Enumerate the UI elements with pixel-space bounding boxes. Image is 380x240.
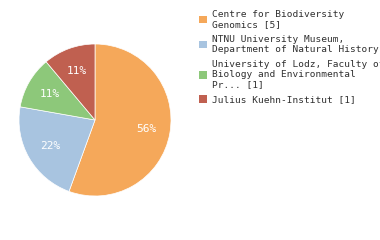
Wedge shape	[19, 107, 95, 192]
Text: 11%: 11%	[40, 89, 60, 99]
Text: 11%: 11%	[67, 66, 87, 76]
Wedge shape	[69, 44, 171, 196]
Legend: Centre for Biodiversity
Genomics [5], NTNU University Museum,
Department of Natu: Centre for Biodiversity Genomics [5], NT…	[198, 10, 380, 104]
Wedge shape	[20, 62, 95, 120]
Text: 22%: 22%	[40, 141, 60, 151]
Wedge shape	[46, 44, 95, 120]
Text: 56%: 56%	[136, 124, 156, 134]
